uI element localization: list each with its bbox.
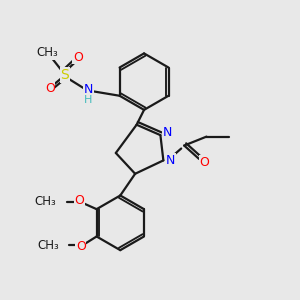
Text: O: O (73, 51, 83, 64)
Text: O: O (45, 82, 55, 95)
Text: O: O (199, 156, 209, 169)
Text: H: H (84, 94, 93, 105)
Text: N: N (162, 126, 172, 139)
Text: N: N (166, 154, 176, 167)
Text: O: O (74, 194, 84, 207)
Text: CH₃: CH₃ (37, 239, 59, 252)
Text: O: O (76, 240, 86, 254)
Text: CH₃: CH₃ (35, 195, 56, 208)
Text: CH₃: CH₃ (36, 46, 58, 59)
Text: N: N (84, 83, 93, 96)
Text: S: S (60, 68, 69, 82)
